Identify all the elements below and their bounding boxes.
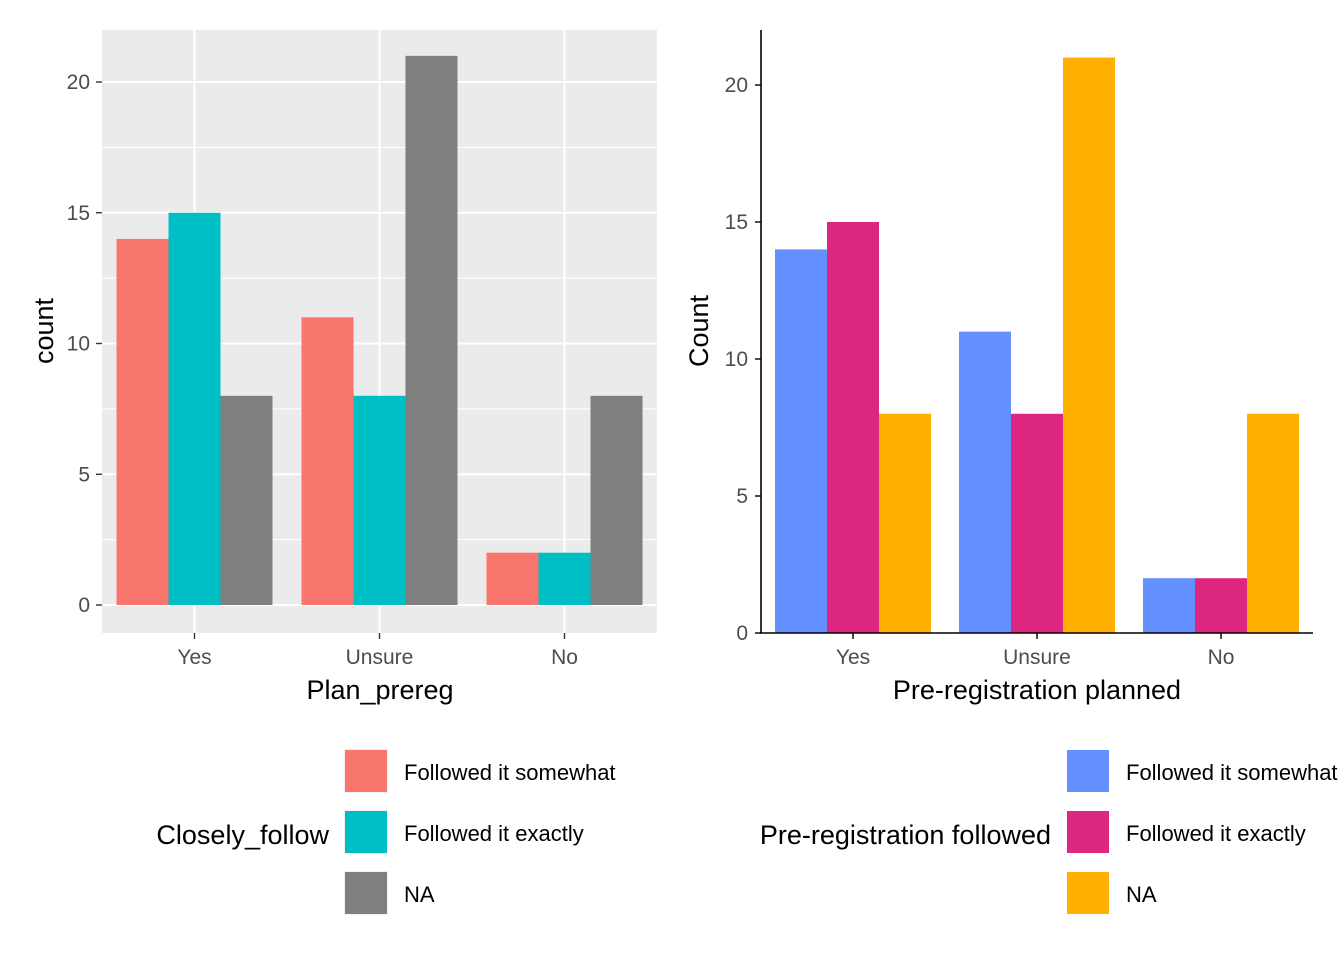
- bar: [116, 238, 169, 605]
- bar: [1247, 413, 1299, 633]
- bar: [959, 331, 1011, 633]
- legend-swatch: [345, 750, 387, 792]
- legend-label: Followed it exactly: [1126, 821, 1306, 846]
- right-y-axis-title: Count: [684, 294, 714, 367]
- y-tick-label: 0: [736, 622, 748, 645]
- bar: [1143, 578, 1195, 633]
- right-x-tick-labels: Yes Unsure No: [836, 633, 1235, 669]
- bar: [827, 222, 879, 633]
- right-bars: [775, 57, 1299, 634]
- left-x-axis-title: Plan_prereg: [306, 675, 453, 705]
- left-bars: [116, 55, 643, 606]
- bar: [538, 552, 591, 605]
- bar: [1011, 413, 1063, 633]
- bar: [353, 395, 406, 605]
- left-chart: 0 5 10 15 20 Yes Unsure No Plan_prereg count C…: [29, 30, 657, 915]
- bar: [405, 55, 458, 606]
- legend-label: NA: [404, 882, 435, 907]
- left-y-axis-title: count: [29, 297, 59, 364]
- legend-swatch: [1067, 811, 1109, 853]
- left-legend: Closely_follow Followed it somewhat Follo…: [156, 749, 616, 915]
- y-tick-label: 0: [78, 594, 90, 617]
- bar: [879, 413, 931, 633]
- legend-swatch: [1067, 750, 1109, 792]
- x-tick-label: Yes: [177, 646, 211, 669]
- bar: [1195, 578, 1247, 633]
- bar: [168, 212, 221, 605]
- x-tick-label: No: [1208, 646, 1235, 669]
- y-tick-label: 10: [725, 348, 748, 371]
- x-tick-label: Unsure: [346, 646, 414, 669]
- legend-swatch: [345, 872, 387, 914]
- legend-label: Followed it exactly: [404, 821, 584, 846]
- y-tick-label: 5: [78, 463, 90, 486]
- bar: [301, 317, 354, 605]
- x-tick-label: Unsure: [1003, 646, 1071, 669]
- left-y-tick-labels: 0 5 10 15 20: [67, 71, 102, 617]
- legend-swatch: [345, 811, 387, 853]
- legend-label: NA: [1126, 882, 1157, 907]
- y-tick-label: 5: [736, 485, 748, 508]
- bar: [1063, 57, 1115, 634]
- bar: [486, 552, 539, 605]
- y-tick-label: 20: [725, 74, 748, 97]
- bar: [220, 395, 273, 605]
- right-legend: Pre-registration followed Followed it so…: [760, 750, 1338, 914]
- left-x-tick-labels: Yes Unsure No: [177, 633, 578, 669]
- legend-label: Followed it somewhat: [1126, 760, 1338, 785]
- right-chart: 0 5 10 15 20 Yes Unsure No Pre-registration pl…: [684, 30, 1338, 914]
- left-legend-title: Closely_follow: [156, 820, 329, 850]
- x-tick-label: No: [551, 646, 578, 669]
- bar: [590, 395, 643, 605]
- bar: [775, 249, 827, 633]
- y-tick-label: 15: [725, 211, 748, 234]
- legend-label: Followed it somewhat: [404, 760, 616, 785]
- right-y-tick-labels: 0 5 10 15 20: [725, 74, 761, 645]
- x-tick-label: Yes: [836, 646, 870, 669]
- legend-swatch: [1067, 872, 1109, 914]
- y-tick-label: 10: [67, 333, 90, 356]
- right-x-axis-title: Pre-registration planned: [893, 675, 1181, 705]
- y-tick-label: 20: [67, 71, 90, 94]
- y-tick-label: 15: [67, 202, 90, 225]
- right-legend-title: Pre-registration followed: [760, 820, 1051, 850]
